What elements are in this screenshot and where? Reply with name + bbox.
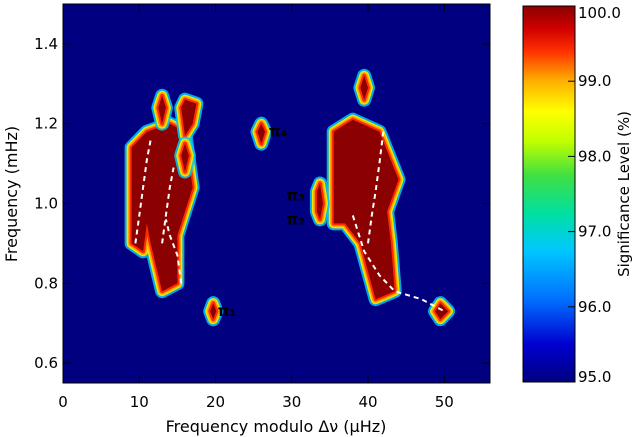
- heatmap-regions: [124, 68, 456, 327]
- x-axis-label: Frequency modulo Δν (μHz): [166, 417, 387, 436]
- mode-label-4: π₂: [286, 210, 304, 228]
- y-tick-label: 1.4: [34, 35, 58, 53]
- significance-region-5: [174, 136, 196, 179]
- ridge-line-1: [134, 139, 152, 244]
- significance-region-2: [326, 112, 406, 307]
- x-tick-label: 0: [58, 393, 68, 411]
- y-tick-label: 0.8: [34, 274, 58, 292]
- mode-label-2: π₄: [269, 123, 287, 141]
- ridge-lines: [134, 131, 445, 313]
- y-axis-label: Frequency (mHz): [2, 126, 21, 262]
- colorbar-tick-label: 100.0: [578, 4, 621, 22]
- significance-region-8: [309, 176, 330, 227]
- x-tick-label: 50: [435, 393, 454, 411]
- mode-label-3: π₃: [286, 187, 304, 205]
- ridge-line-3: [164, 219, 183, 284]
- plot-frame: [62, 3, 491, 384]
- colorbar-tick-label: 97.0: [578, 223, 611, 241]
- annotation-labels: π₁ π₄ π₃ π₂: [218, 123, 305, 321]
- significance-region-10: [428, 296, 456, 327]
- significance-region-7: [203, 296, 224, 327]
- colorbar-ticks: 95.0 96.0 97.0 98.0 99.0 100.0: [568, 4, 621, 386]
- colorbar-tick-label: 99.0: [578, 72, 611, 90]
- axes: 0 10 20 30 40 50 0.6 0.8 1.0 1.2 1.4: [34, 4, 490, 411]
- colorbar-tick-label: 95.0: [578, 368, 611, 386]
- x-tick-label: 30: [282, 393, 301, 411]
- mode-label-1: π₁: [218, 302, 236, 320]
- significance-region-4: [174, 92, 204, 143]
- y-tick-label: 1.2: [34, 115, 58, 133]
- colorbar-tick-label: 96.0: [578, 298, 611, 316]
- colorbar-label: Significance Level (%): [615, 111, 633, 277]
- ridge-line-5: [351, 215, 445, 313]
- x-tick-label: 20: [206, 393, 225, 411]
- ridge-line-4: [367, 131, 385, 244]
- ridge-line-2: [161, 167, 175, 244]
- y-tick-label: 1.0: [34, 194, 58, 212]
- x-tick-label: 40: [358, 393, 377, 411]
- significance-region-3: [151, 88, 173, 131]
- significance-region-9: [353, 68, 375, 107]
- x-tick-label: 10: [130, 393, 149, 411]
- colorbar-tick-label: 98.0: [578, 147, 611, 165]
- y-tick-label: 0.6: [34, 354, 58, 372]
- significance-region-6: [250, 116, 273, 151]
- colorbar: [522, 5, 576, 383]
